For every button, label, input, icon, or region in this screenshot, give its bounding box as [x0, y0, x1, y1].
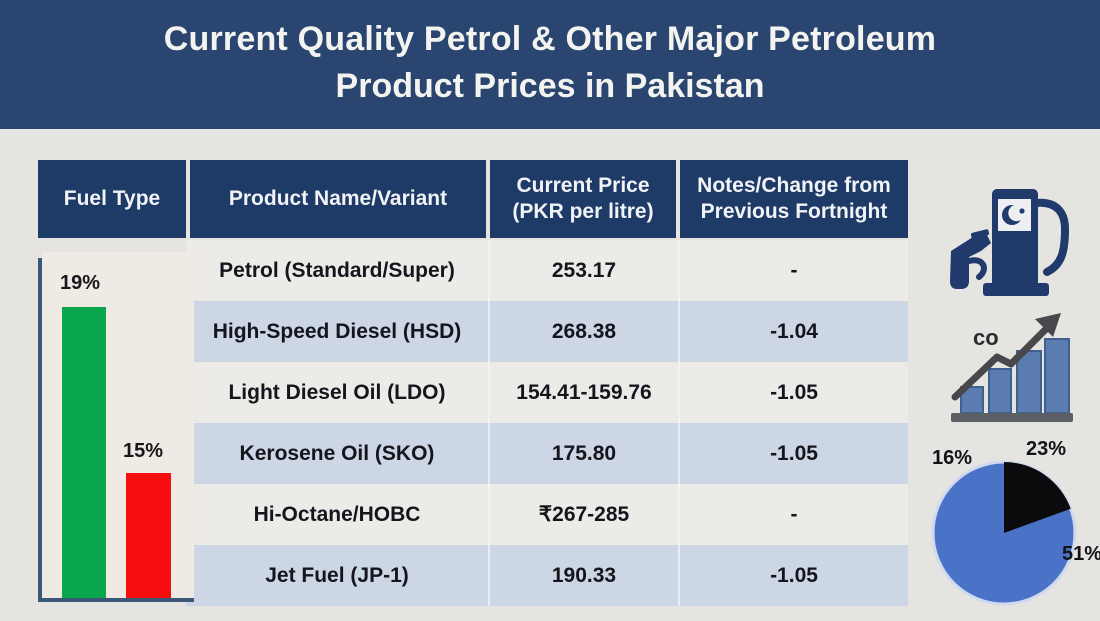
green-bar	[62, 307, 106, 598]
column-header-fuel-type: Fuel Type	[38, 160, 186, 238]
cell-price: 253.17	[490, 240, 680, 301]
pie-label-right: 51%	[1062, 543, 1100, 565]
cell-product: High-Speed Diesel (HSD)	[186, 301, 490, 362]
page-title-line1: Current Quality Petrol & Other Major Pet…	[163, 20, 937, 58]
bar-chart-y-axis	[38, 258, 42, 602]
cell-change: -	[790, 258, 798, 282]
table-row: Jet Fuel (JP-1) 190.33 -1.05	[186, 545, 908, 606]
cell-product: Jet Fuel (JP-1)	[186, 545, 490, 606]
column-header-product-name: Product Name/Variant	[190, 160, 486, 238]
cell-price: 175.80	[490, 423, 680, 484]
cell-price: ₹267-285	[490, 484, 680, 545]
red-bar-value-label: 15%	[123, 440, 164, 462]
page-title-line2: Product Prices in Pakistan	[335, 67, 765, 105]
column-header-current-price: Current Price (PKR per litre)	[490, 160, 676, 238]
pie-slice-black	[1004, 462, 1071, 533]
cell-change: -1.05	[770, 563, 818, 587]
cell-price: 154.41-159.76	[490, 362, 680, 423]
cell-product: Hi-Octane/HOBC	[186, 484, 490, 545]
table-row: Petrol (Standard/Super) 253.17 -	[186, 240, 908, 301]
table-row: Hi-Octane/HOBC ₹267-285 -	[186, 484, 908, 545]
table-row: Kerosene Oil (SKO) 175.80 -1.05	[186, 423, 908, 484]
cell-product: Light Diesel Oil (LDO)	[186, 362, 490, 423]
bar-chart-x-axis	[38, 598, 194, 602]
cell-change: -1.05	[770, 380, 818, 404]
pie-label-top: 23%	[1026, 438, 1067, 460]
red-bar	[126, 473, 171, 598]
cell-product: Kerosene Oil (SKO)	[186, 423, 490, 484]
cell-change: -	[790, 502, 798, 526]
green-bar-value-label: 19%	[60, 272, 101, 294]
column-header-notes-change: Notes/Change from Previous Fortnight	[680, 160, 908, 238]
cell-price: 268.38	[490, 301, 680, 362]
cell-price: 190.33	[490, 545, 680, 606]
pie-chart-icon	[931, 460, 1077, 606]
table-row: Light Diesel Oil (LDO) 154.41-159.76 -1.…	[186, 362, 908, 423]
growth-chart-icon: co	[951, 313, 1073, 422]
pie-label-left: 16%	[932, 447, 973, 469]
table-row: High-Speed Diesel (HSD) 268.38 -1.04	[186, 301, 908, 362]
header-banner: Current Quality Petrol & Other Major Pet…	[0, 0, 1100, 129]
cell-product: Petrol (Standard/Super)	[186, 240, 490, 301]
fuel-pump-icon	[950, 189, 1070, 296]
cell-change: -1.05	[770, 441, 818, 465]
cell-change: -1.04	[770, 319, 818, 343]
growth-icon-label: co	[973, 325, 999, 350]
